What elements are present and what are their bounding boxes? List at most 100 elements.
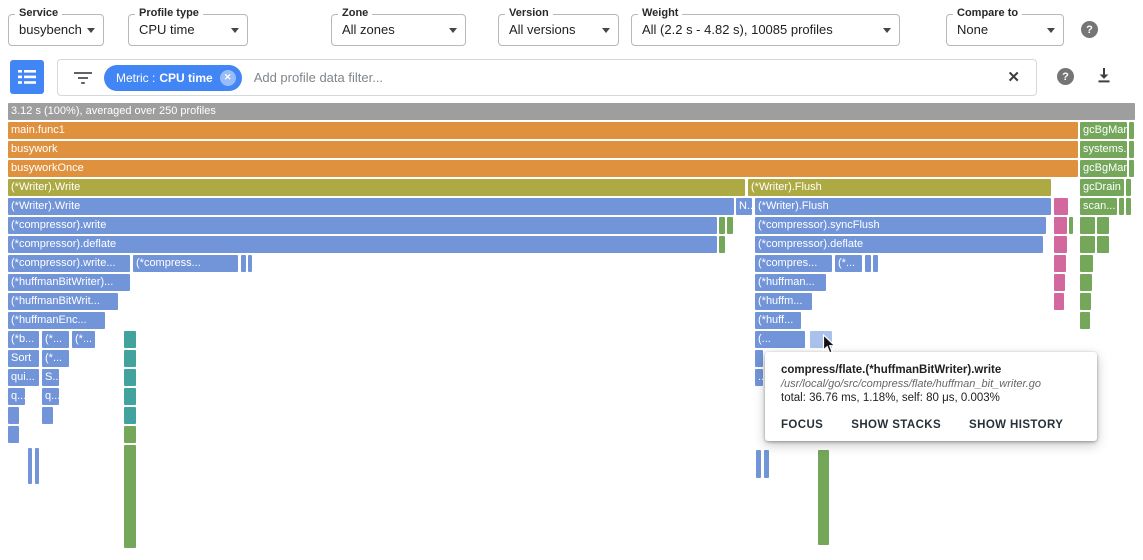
flame-bar[interactable] — [124, 407, 136, 424]
flame-bar[interactable]: (*huffman... — [755, 274, 826, 291]
flame-bar[interactable] — [873, 255, 878, 272]
flame-bar[interactable]: (*compressor).syncFlush — [755, 217, 1046, 234]
chip-remove-icon[interactable]: ✕ — [219, 69, 236, 86]
flame-bar[interactable] — [727, 217, 733, 234]
compare-to-dropdown[interactable]: Compare to None — [946, 7, 1064, 46]
flame-bar[interactable] — [1054, 293, 1064, 310]
flame-bar[interactable] — [1080, 293, 1091, 310]
flame-bar[interactable]: qui... — [8, 369, 39, 386]
flame-bar[interactable] — [1097, 236, 1109, 253]
flame-bar[interactable]: (*compressor).write... — [8, 255, 130, 272]
flame-bar[interactable] — [1069, 217, 1073, 234]
flame-bar[interactable] — [1054, 217, 1067, 234]
flame-bar[interactable]: (*Writer).Write — [8, 198, 734, 215]
flame-bar[interactable] — [1129, 122, 1134, 139]
weight-dropdown[interactable]: Weight All (2.2 s - 4.82 s), 10085 profi… — [631, 7, 900, 46]
flame-bar[interactable]: 3.12 s (100%), averaged over 250 profile… — [8, 103, 1135, 120]
flame-bar[interactable]: (*huffmanBitWriter)... — [8, 274, 130, 291]
flame-bar[interactable]: gcDrain — [1080, 179, 1124, 196]
flame-bar[interactable]: scan... — [1080, 198, 1117, 215]
flame-bar[interactable]: q... — [8, 388, 25, 405]
zone-dropdown[interactable]: Zone All zones — [331, 7, 466, 46]
flame-bar[interactable] — [818, 450, 829, 545]
flame-bar[interactable] — [42, 407, 53, 424]
flame-bar[interactable]: (*huffmanBitWrit... — [8, 293, 118, 310]
flame-bar[interactable] — [1129, 141, 1134, 158]
flame-bar[interactable] — [248, 255, 252, 272]
clear-filter-icon[interactable]: ✕ — [1007, 69, 1020, 86]
flame-bar[interactable] — [719, 236, 725, 253]
flame-bar[interactable]: Sort — [8, 350, 39, 367]
flame-bar[interactable] — [755, 350, 763, 367]
flame-bar[interactable]: ... — [755, 369, 763, 386]
help-icon[interactable]: ? — [1081, 21, 1098, 38]
flame-bar[interactable] — [1097, 217, 1109, 234]
flame-bar[interactable] — [756, 450, 761, 478]
flame-bar[interactable]: (*b... — [8, 331, 39, 348]
flame-bar[interactable] — [1080, 217, 1095, 234]
flame-bar[interactable] — [1080, 236, 1095, 253]
flame-bar[interactable] — [241, 255, 246, 272]
flame-bar[interactable]: (*compressor).deflate — [8, 236, 717, 253]
flame-bar[interactable] — [1119, 198, 1124, 215]
flame-bar[interactable]: (*... — [835, 255, 862, 272]
flame-bar[interactable] — [1054, 255, 1066, 272]
flame-bar[interactable]: (*compres... — [755, 255, 832, 272]
flame-bar[interactable]: (*Writer).Write — [8, 179, 745, 196]
flame-bar[interactable]: S... — [42, 369, 59, 386]
flame-bar[interactable]: (*huff... — [755, 312, 801, 329]
flame-bar[interactable] — [1054, 198, 1068, 215]
flame-bar[interactable]: N... — [736, 198, 752, 215]
flame-bar[interactable] — [764, 450, 769, 478]
flame-bar[interactable]: systems... — [1080, 141, 1127, 158]
flame-bar[interactable]: gcBgMar... — [1080, 122, 1127, 139]
flame-bar[interactable] — [8, 426, 19, 443]
flame-bar[interactable] — [865, 255, 871, 272]
flame-bar[interactable]: (*huffmanEnc... — [8, 312, 105, 329]
flame-bar[interactable]: gcBgMar... — [1080, 160, 1127, 177]
flame-bar[interactable] — [124, 331, 136, 348]
profile-type-dropdown[interactable]: Profile type CPU time — [128, 7, 248, 46]
flame-bar[interactable] — [8, 407, 19, 424]
focus-button[interactable]: FOCUS — [781, 419, 824, 431]
show-stacks-button[interactable]: SHOW STACKS — [851, 419, 942, 431]
flame-bar[interactable] — [1129, 160, 1134, 177]
flame-bar[interactable] — [124, 426, 136, 443]
flame-bar[interactable]: busywork — [8, 141, 1078, 158]
service-dropdown[interactable]: Service busybench — [8, 7, 104, 46]
flame-bar[interactable] — [1126, 198, 1131, 215]
flame-bar[interactable] — [1080, 312, 1090, 329]
flame-bar[interactable]: (*... — [72, 331, 95, 348]
view-list-button[interactable] — [10, 60, 44, 94]
flame-bar[interactable]: (*... — [42, 331, 69, 348]
show-history-button[interactable]: SHOW HISTORY — [969, 419, 1064, 431]
flame-bar[interactable]: q... — [42, 388, 59, 405]
version-dropdown[interactable]: Version All versions — [498, 7, 619, 46]
filter-input[interactable] — [253, 70, 1008, 85]
metric-chip[interactable]: Metric : CPU time ✕ — [104, 64, 242, 91]
download-button[interactable] — [1096, 67, 1112, 88]
flame-bar[interactable]: (*compressor).deflate — [755, 236, 1043, 253]
flame-bar[interactable] — [1054, 274, 1065, 291]
flame-bar[interactable] — [35, 448, 39, 484]
flame-bar[interactable] — [719, 217, 725, 234]
flame-bar[interactable]: (*compressor).write — [8, 217, 717, 234]
flame-bar[interactable] — [124, 445, 136, 548]
flame-bar[interactable]: (*Writer).Flush — [748, 179, 1051, 196]
flame-bar[interactable] — [28, 448, 32, 484]
flame-bar[interactable] — [124, 350, 136, 367]
flame-bar[interactable]: (*huffm... — [755, 293, 812, 310]
flame-bar[interactable] — [124, 369, 136, 386]
flame-bar[interactable] — [1126, 179, 1131, 196]
flame-bar[interactable] — [1054, 236, 1067, 253]
flame-bar[interactable]: (*Writer).Flush — [755, 198, 1051, 215]
flame-bar[interactable] — [1080, 274, 1092, 291]
flame-bar[interactable]: (*... — [42, 350, 69, 367]
filter-help-icon[interactable]: ? — [1057, 68, 1074, 85]
flame-bar[interactable] — [1080, 255, 1093, 272]
flame-bar[interactable]: main.func1 — [8, 122, 1078, 139]
flame-bar[interactable]: (... — [755, 331, 805, 348]
flame-bar[interactable] — [124, 388, 136, 405]
flame-bar[interactable]: busyworkOnce — [8, 160, 1078, 177]
flame-bar[interactable]: (*compress... — [133, 255, 238, 272]
